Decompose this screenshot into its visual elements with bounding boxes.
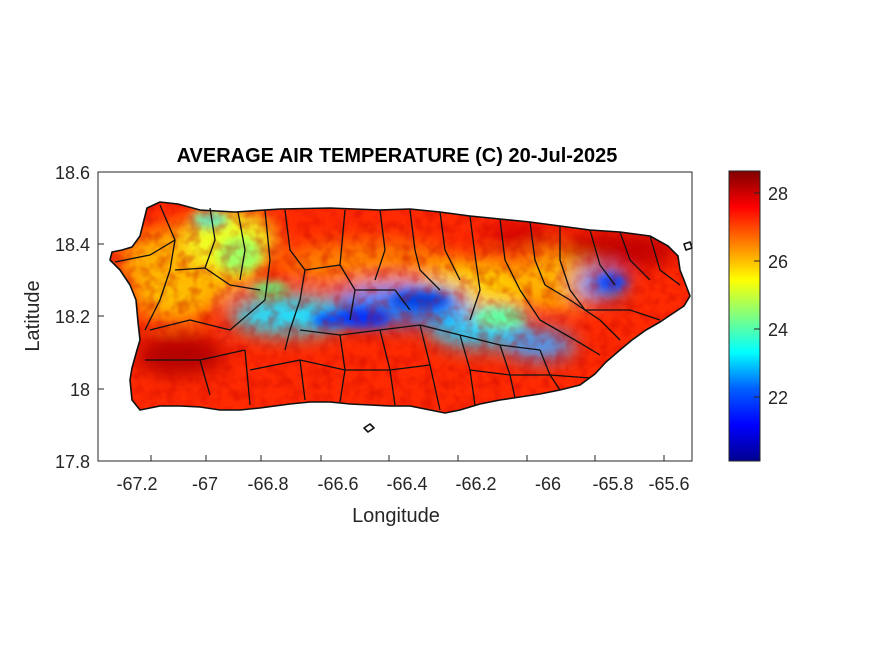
x-axis-label: Longitude xyxy=(352,505,440,527)
x-tick-label: -66.4 xyxy=(386,474,427,494)
y-tick-label: 18.6 xyxy=(55,163,90,183)
y-tick-label: 18 xyxy=(70,380,90,400)
x-tick-label: -66 xyxy=(535,474,561,494)
colorbar-tick-label: 24 xyxy=(768,320,788,340)
x-tick-label: -67 xyxy=(192,474,218,494)
colorbar-tick-label: 22 xyxy=(768,388,788,408)
x-tick-label: -66.8 xyxy=(247,474,288,494)
municipality-boundaries xyxy=(114,204,681,411)
coastline xyxy=(109,201,691,414)
colorbar-gradient xyxy=(728,170,761,462)
x-tick-label: -65.8 xyxy=(592,474,633,494)
x-tick-label: -65.6 xyxy=(648,474,689,494)
colorbar-tick-label: 28 xyxy=(768,184,788,204)
x-tick-label: -66.6 xyxy=(317,474,358,494)
map-title: AVERAGE AIR TEMPERATURE (C) 20-Jul-2025 xyxy=(177,145,618,167)
y-tick-label: 18.2 xyxy=(55,307,90,327)
y-tick-label: 17.8 xyxy=(55,452,90,472)
caja-de-muertos-island xyxy=(363,423,375,433)
x-tick-label: -66.2 xyxy=(455,474,496,494)
colorbar: 28 26 24 22 xyxy=(728,170,788,462)
x-axis: -67.2 -67 -66.8 -66.6 -66.4 -66.2 -66 -6… xyxy=(116,455,690,494)
y-axis-label: Latitude xyxy=(22,280,44,351)
y-axis: 18.6 18.4 18.2 18 17.8 xyxy=(55,163,104,472)
x-tick-label: -67.2 xyxy=(116,474,157,494)
colorbar-tick-label: 26 xyxy=(768,252,788,272)
y-tick-label: 18.4 xyxy=(55,235,90,255)
temperature-field xyxy=(110,202,690,413)
